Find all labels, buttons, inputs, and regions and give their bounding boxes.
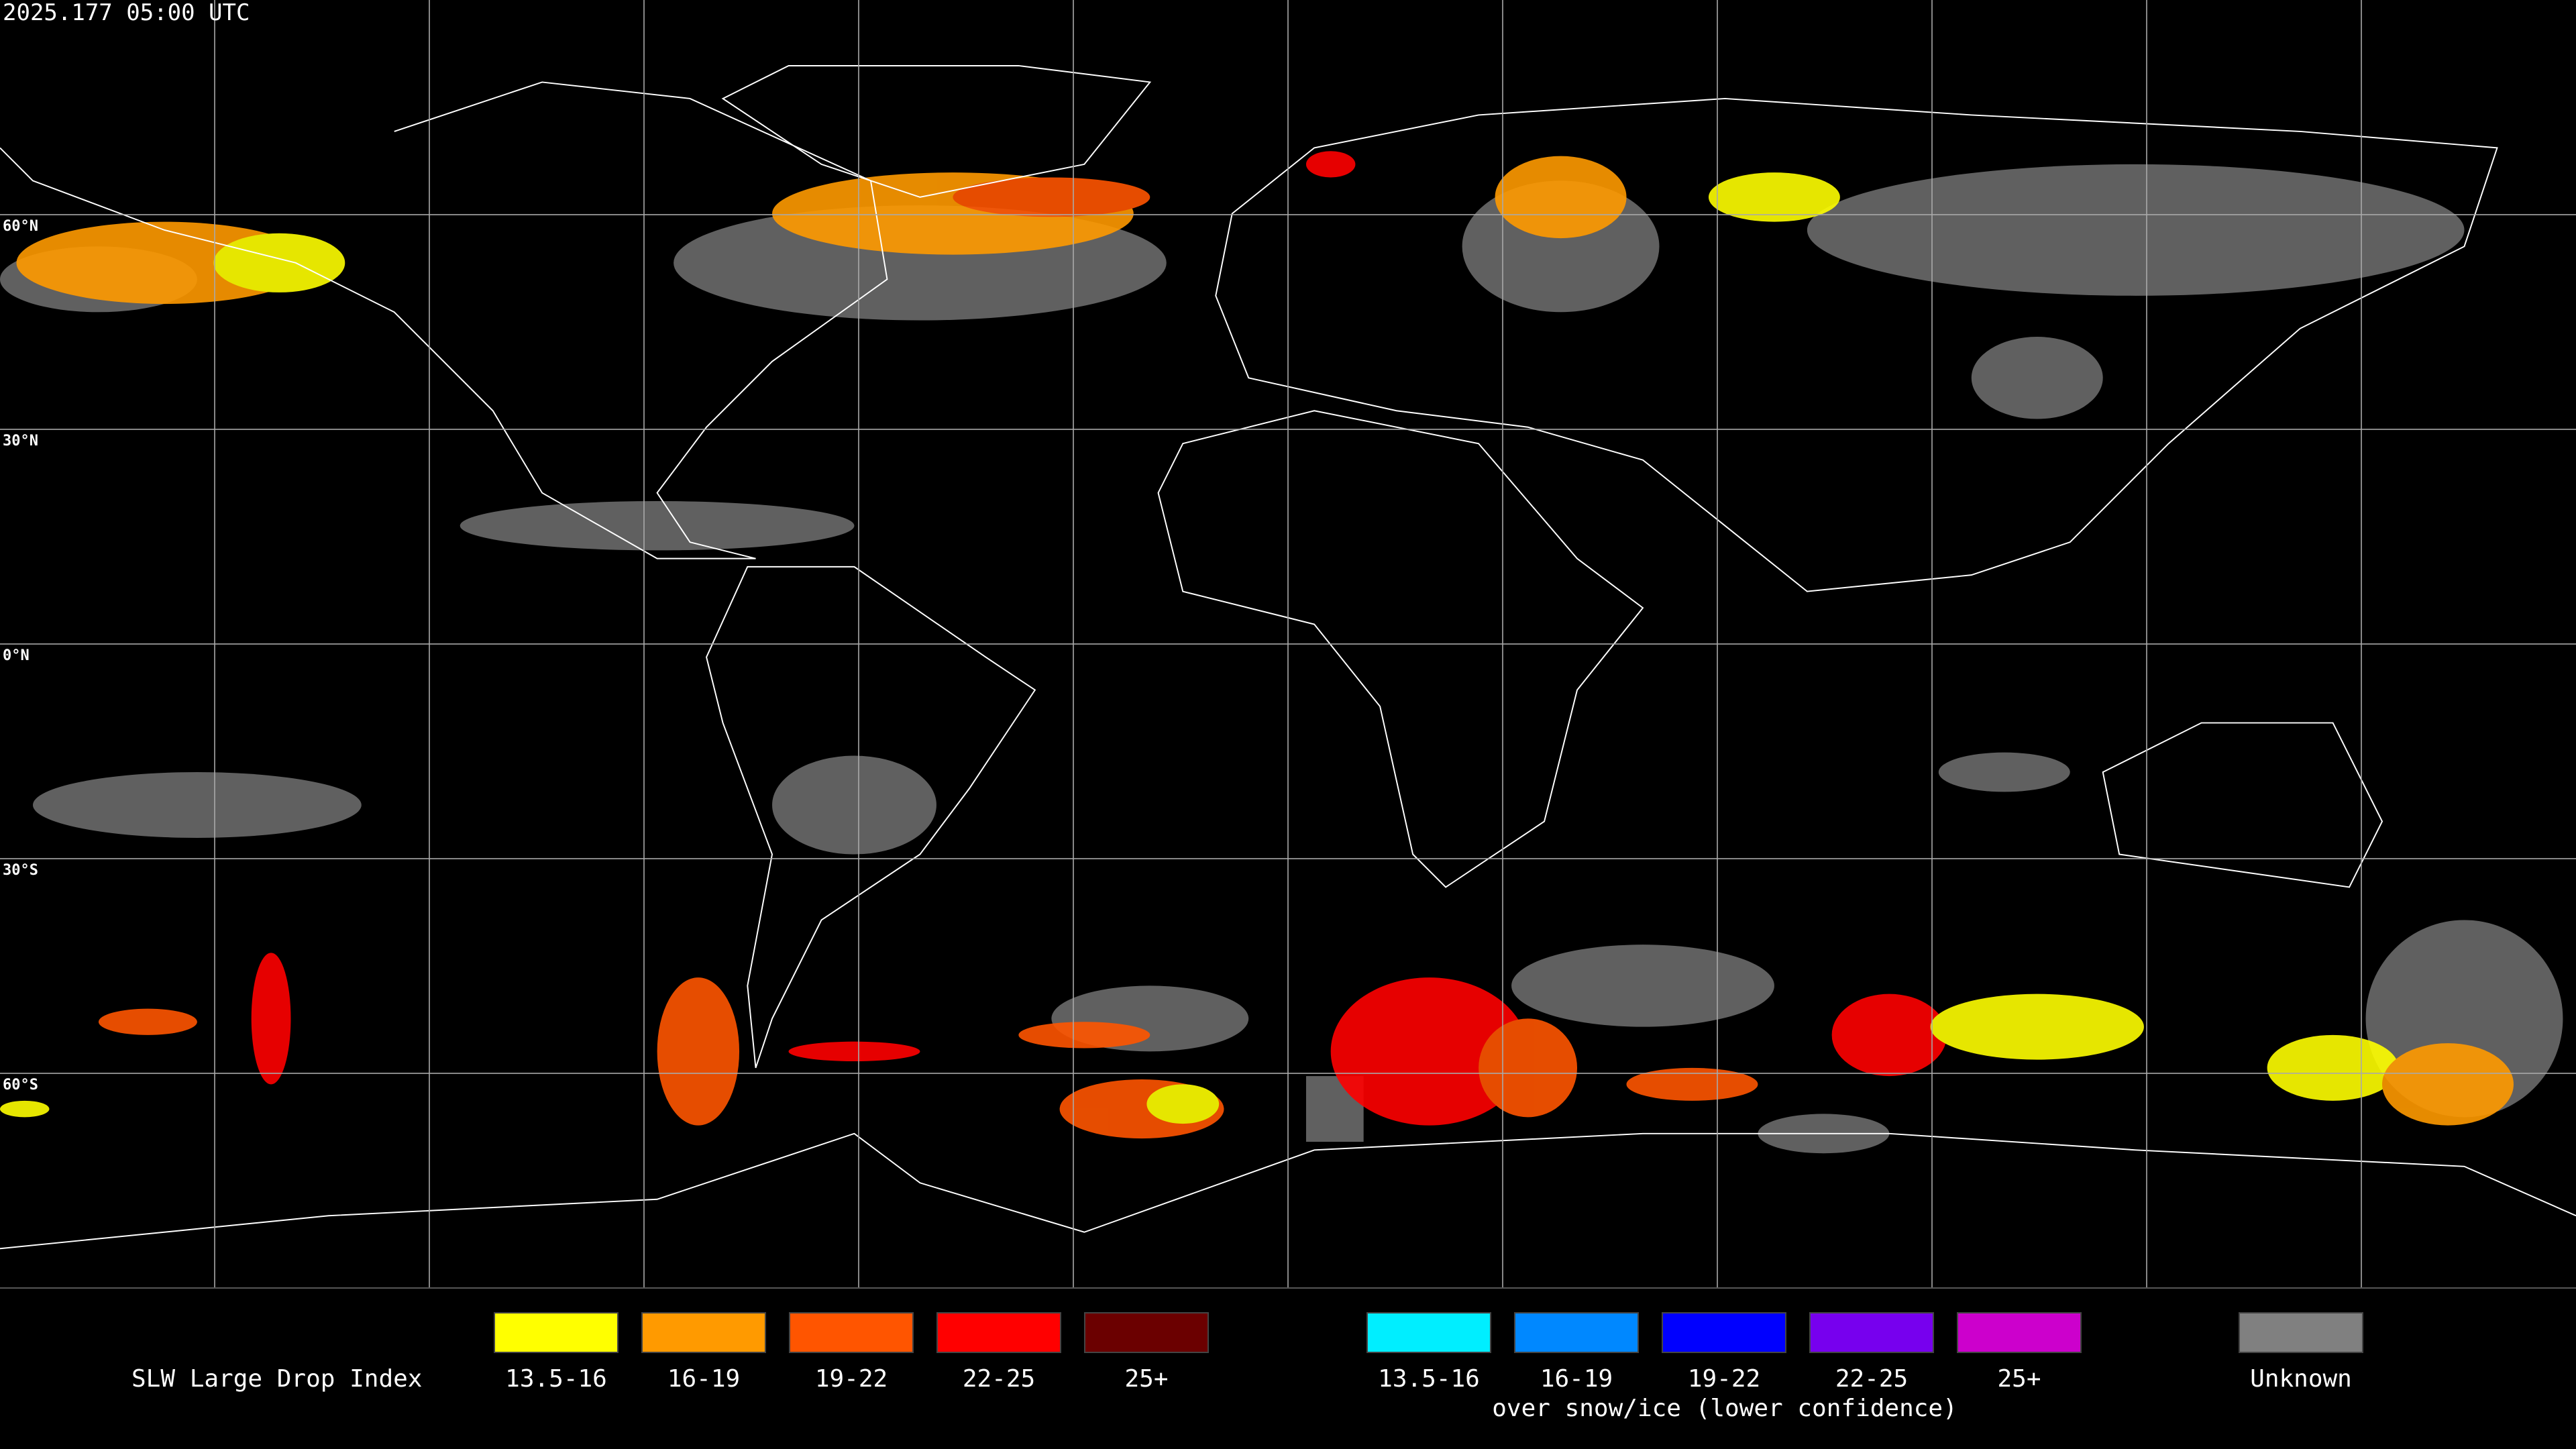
legend-swatch (936, 1312, 1061, 1353)
legend-swatch (1084, 1312, 1209, 1353)
legend-label: Unknown (2250, 1365, 2352, 1393)
latitude-label: 30°S (3, 862, 38, 879)
legend-label: 16-19 (667, 1365, 740, 1393)
latitude-label: 60°S (3, 1077, 38, 1093)
legend-note: over snow/ice (lower confidence) (1492, 1395, 1957, 1422)
legend-label: 25+ (1124, 1365, 1168, 1393)
graticule: 60°N 30°N 0°N 30°S 60°S (0, 0, 2576, 1288)
legend-label: 25+ (1997, 1365, 2041, 1393)
legend-swatch (1957, 1312, 2082, 1353)
legend-label: 22-25 (1835, 1365, 1908, 1393)
legend: 13.5-16 16-19 19-22 22-25 25+ 13.5-16 16-19 19-… (494, 1312, 2363, 1393)
coastlines (0, 64, 2576, 1250)
legend-swatch (641, 1312, 766, 1353)
legend-swatch (1662, 1312, 1786, 1353)
latitude-label: 30°N (3, 433, 38, 449)
legend-label: 19-22 (815, 1365, 888, 1393)
legend-swatch (789, 1312, 914, 1353)
legend-label: 22-25 (963, 1365, 1035, 1393)
legend-swatch (494, 1312, 619, 1353)
legend-swatch (1514, 1312, 1639, 1353)
timestamp: 2025.177 05:00 UTC (3, 0, 250, 26)
legend-title: SLW Large Drop Index (131, 1365, 422, 1393)
cloud-data (0, 151, 2563, 1154)
legend-label: 13.5-16 (1378, 1365, 1480, 1393)
legend-label: 16-19 (1540, 1365, 1613, 1393)
latitude-label: 60°N (3, 218, 38, 235)
legend-swatch (1366, 1312, 1491, 1353)
legend-label: 19-22 (1688, 1365, 1760, 1393)
latitude-label: 0°N (3, 647, 30, 664)
legend-label: 13.5-16 (505, 1365, 607, 1393)
legend-swatch (2239, 1312, 2363, 1353)
legend-swatch (1809, 1312, 1934, 1353)
